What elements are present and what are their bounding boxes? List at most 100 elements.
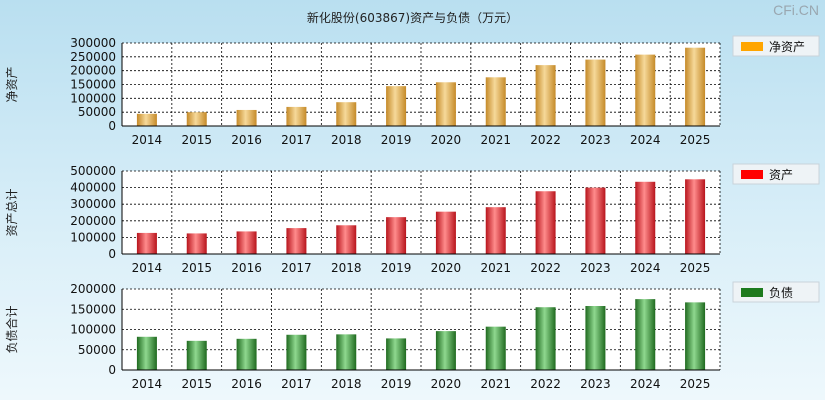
x-tick-label: 2025: [680, 133, 711, 147]
x-tick-label: 2023: [580, 377, 611, 391]
x-tick-label: 2018: [331, 377, 362, 391]
bar-2022: [535, 191, 556, 254]
bar-2016: [236, 109, 257, 126]
bar-2022: [535, 65, 556, 126]
bar-2018: [336, 334, 357, 370]
bar-2023: [585, 306, 606, 370]
y-tick-label: 100000: [70, 230, 116, 244]
bar-2014: [136, 336, 157, 370]
bar-2017: [286, 334, 307, 370]
y-tick-label: 150000: [70, 78, 116, 92]
legend: 资产: [732, 163, 820, 185]
bar-2016: [236, 231, 257, 254]
x-tick-label: 2025: [680, 377, 711, 391]
y-tick-label: 300000: [70, 197, 116, 211]
x-tick-label: 2019: [381, 261, 412, 275]
bar-2017: [286, 228, 307, 254]
x-tick-label: 2016: [231, 133, 262, 147]
y-tick-label: 50000: [78, 343, 116, 357]
bar-2018: [336, 225, 357, 254]
x-tick-label: 2019: [381, 377, 412, 391]
bar-2021: [485, 77, 506, 126]
bar-2018: [336, 102, 357, 126]
x-tick-label: 2018: [331, 133, 362, 147]
x-tick-label: 2020: [431, 377, 462, 391]
x-tick-label: 2015: [181, 261, 212, 275]
x-tick-label: 2023: [580, 133, 611, 147]
x-tick-label: 2018: [331, 261, 362, 275]
bar-2023: [585, 187, 606, 254]
legend-swatch: [741, 288, 763, 297]
y-tick-label: 200000: [70, 64, 116, 78]
bar-2014: [136, 113, 157, 126]
watermark: CFi.CN: [773, 2, 819, 18]
x-tick-label: 2016: [231, 377, 262, 391]
y-tick-label: 200000: [70, 282, 116, 296]
x-tick-label: 2017: [281, 377, 312, 391]
legend-swatch: [741, 42, 763, 51]
y-tick-label: 0: [108, 247, 116, 261]
x-tick-label: 2021: [480, 261, 511, 275]
bar-2015: [186, 112, 207, 126]
y-axis-label: 负债合计: [4, 305, 19, 353]
legend-label: 资产: [769, 168, 793, 182]
x-tick-label: 2014: [132, 261, 163, 275]
legend-swatch: [741, 170, 763, 179]
y-tick-label: 0: [108, 119, 116, 133]
legend: 负债: [732, 281, 820, 303]
bar-2024: [635, 54, 656, 127]
x-tick-label: 2020: [431, 261, 462, 275]
bar-2021: [485, 326, 506, 370]
bar-2016: [236, 338, 257, 370]
y-tick-label: 0: [108, 363, 116, 377]
bar-2015: [186, 340, 207, 370]
legend-label: 净资产: [769, 40, 805, 54]
bar-2019: [386, 217, 407, 254]
x-tick-label: 2020: [431, 133, 462, 147]
y-tick-label: 300000: [70, 36, 116, 50]
y-axis-label: 净资产: [5, 66, 19, 102]
y-tick-label: 200000: [70, 214, 116, 228]
bar-2021: [485, 207, 506, 254]
y-tick-label: 100000: [70, 91, 116, 105]
x-tick-label: 2024: [630, 377, 661, 391]
x-tick-label: 2024: [630, 261, 661, 275]
bar-2024: [635, 181, 656, 254]
legend: 净资产: [732, 35, 820, 57]
y-tick-label: 100000: [70, 323, 116, 337]
legend-label: 负债: [769, 286, 793, 300]
x-tick-label: 2017: [281, 133, 312, 147]
y-tick-label: 250000: [70, 50, 116, 64]
x-tick-label: 2023: [580, 261, 611, 275]
bar-2020: [435, 211, 456, 254]
bar-2020: [435, 331, 456, 370]
x-tick-label: 2014: [132, 133, 163, 147]
bar-2020: [435, 82, 456, 126]
x-tick-label: 2015: [181, 133, 212, 147]
bar-2024: [635, 299, 656, 370]
x-tick-label: 2022: [530, 377, 561, 391]
chart-title: 新化股份(603867)资产与负债（万元）: [306, 11, 519, 25]
x-tick-label: 2021: [480, 133, 511, 147]
y-axis-label: 资产总计: [5, 188, 19, 236]
y-tick-label: 150000: [70, 302, 116, 316]
bar-2025: [685, 47, 706, 126]
x-tick-label: 2016: [231, 261, 262, 275]
x-tick-label: 2015: [181, 377, 212, 391]
x-tick-label: 2024: [630, 133, 661, 147]
x-tick-label: 2019: [381, 133, 412, 147]
chart-panel-3: 200000 150000 100000 50000 0 2014 2015 2016 2017…: [4, 281, 820, 391]
bar-2025: [685, 302, 706, 370]
bar-2017: [286, 106, 307, 126]
x-tick-label: 2022: [530, 261, 561, 275]
bar-2019: [386, 338, 407, 370]
y-tick-label: 400000: [70, 181, 116, 195]
y-tick-label: 500000: [70, 164, 116, 178]
x-tick-label: 2014: [132, 377, 163, 391]
x-tick-label: 2017: [281, 261, 312, 275]
bar-2023: [585, 59, 606, 126]
bar-2019: [386, 86, 407, 126]
bar-2022: [535, 307, 556, 370]
